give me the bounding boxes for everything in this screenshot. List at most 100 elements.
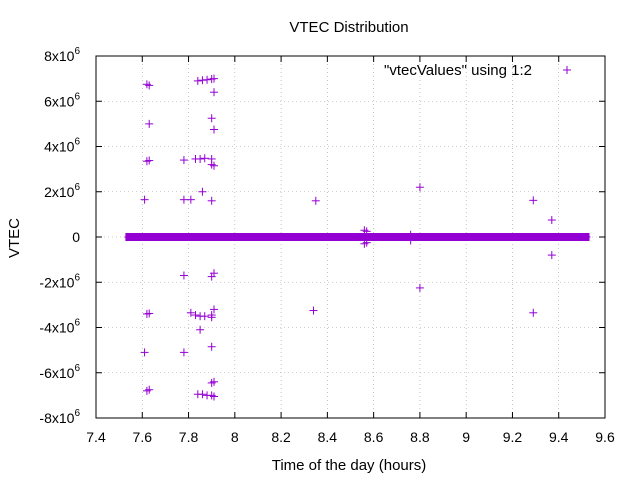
- data-point: [207, 272, 216, 281]
- legend-marker: [563, 66, 571, 74]
- data-point: [209, 125, 218, 134]
- x-tick-label: 9.4: [549, 429, 569, 445]
- data-point: [161, 233, 170, 241]
- y-tick-label: -2x106: [39, 272, 80, 290]
- x-tick-label: 9: [462, 429, 470, 445]
- data-point: [415, 183, 424, 192]
- data-point: [406, 236, 415, 245]
- data-point: [309, 306, 318, 315]
- x-tick-label: 9.2: [503, 429, 523, 445]
- y-tick-exponent: 6: [74, 363, 80, 374]
- data-point: [209, 88, 218, 97]
- y-tick-label: 0: [72, 229, 80, 245]
- y-tick-exponent: 6: [74, 182, 80, 193]
- y-tick-exponent: 6: [74, 318, 80, 329]
- y-axis-label: VTEC: [6, 218, 23, 258]
- data-point: [485, 233, 494, 241]
- y-tick-exponent: 6: [74, 46, 80, 57]
- data-point: [415, 283, 424, 292]
- data-point: [198, 187, 207, 196]
- data-point: [253, 233, 262, 241]
- data-point: [277, 233, 286, 241]
- data-point: [369, 233, 378, 241]
- x-axis-label: Time of the day (hours): [272, 457, 427, 474]
- x-axis-ticks: 7.4 7.6 7.8 8 8.2 8.4 8.6 8.8 9 9.2 9.4 9.6: [86, 56, 615, 445]
- y-tick-label: 8x106: [44, 46, 80, 64]
- data-point: [300, 233, 309, 241]
- data-point: [145, 119, 154, 128]
- data-point: [529, 308, 538, 317]
- data-point: [323, 233, 332, 241]
- y-tick-label: -6x106: [39, 363, 80, 381]
- data-point: [145, 385, 154, 394]
- legend-label: "vtecValues" using 1:2: [384, 62, 532, 79]
- data-point: [196, 325, 205, 334]
- y-tick-label: -4x106: [39, 318, 80, 336]
- data-point: [392, 233, 401, 241]
- data-point: [508, 233, 517, 241]
- data-point: [529, 196, 538, 205]
- data-point: [462, 233, 471, 241]
- x-tick-label: 9.6: [595, 429, 615, 445]
- data-point: [209, 305, 218, 314]
- data-point: [547, 251, 556, 260]
- y-tick-exponent: 6: [74, 137, 80, 148]
- data-point: [209, 392, 218, 401]
- data-point: [311, 196, 320, 205]
- data-point: [362, 238, 371, 247]
- data-point: [362, 227, 371, 236]
- x-tick-label: 7.4: [86, 429, 106, 445]
- data-point: [179, 156, 188, 165]
- data-point: [191, 311, 200, 320]
- y-axis-ticks: -8x106 -6x106 -4x106 -2x106 0 2x106 4x106 6x106…: [39, 46, 605, 426]
- data-point: [124, 233, 133, 241]
- data-point: [570, 233, 579, 241]
- data-point: [209, 161, 218, 170]
- data-point: [582, 233, 591, 241]
- data-point: [179, 195, 188, 204]
- data-point: [207, 313, 216, 322]
- data-points: [124, 74, 591, 401]
- data-point: [145, 309, 154, 318]
- data-point: [145, 156, 154, 165]
- data-point: [179, 348, 188, 357]
- data-point: [209, 377, 218, 386]
- data-point: [200, 154, 209, 163]
- data-point: [554, 233, 563, 241]
- x-tick-label: 8.2: [271, 429, 291, 445]
- data-point: [186, 308, 195, 317]
- data-point: [207, 114, 216, 123]
- data-point: [230, 233, 239, 241]
- x-tick-label: 8.8: [410, 429, 430, 445]
- x-tick-label: 8.4: [318, 429, 338, 445]
- data-point: [531, 233, 540, 241]
- y-tick-exponent: 6: [74, 408, 80, 419]
- y-tick-label: -8x106: [39, 408, 80, 426]
- data-point: [140, 195, 149, 204]
- data-point: [186, 195, 195, 204]
- baseline-band: [125, 233, 590, 241]
- data-point: [145, 81, 154, 90]
- y-tick-exponent: 6: [74, 91, 80, 102]
- data-point: [207, 196, 216, 205]
- data-point: [138, 233, 147, 241]
- data-point: [203, 75, 212, 84]
- data-point: [140, 348, 149, 357]
- baseline-band-rect: [125, 233, 590, 241]
- x-tick-label: 8: [231, 429, 239, 445]
- data-point: [209, 74, 218, 83]
- data-point: [207, 342, 216, 351]
- data-point: [207, 233, 216, 241]
- x-tick-label: 7.6: [133, 429, 153, 445]
- y-tick-label: 2x106: [44, 182, 80, 200]
- x-tick-label: 7.8: [179, 429, 199, 445]
- data-point: [547, 216, 556, 225]
- data-point: [198, 390, 207, 399]
- data-point: [184, 233, 193, 241]
- y-tick-exponent: 6: [74, 272, 80, 283]
- data-point: [196, 154, 205, 163]
- data-point: [346, 233, 355, 241]
- data-point: [179, 271, 188, 280]
- y-tick-label: 4x106: [44, 137, 80, 155]
